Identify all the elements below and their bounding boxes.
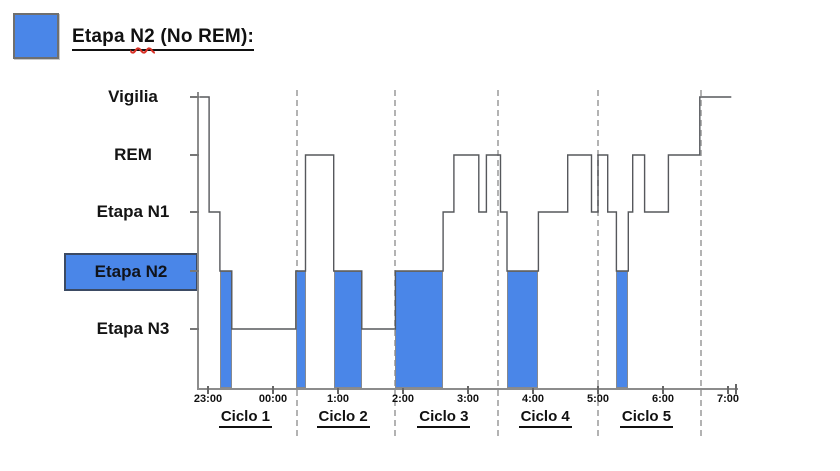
x-tick-label: 7:00 xyxy=(716,393,740,405)
n2-stage-bar xyxy=(295,271,306,388)
x-tick-label: 23:00 xyxy=(193,393,223,405)
y-tick xyxy=(190,328,199,330)
y-tick xyxy=(190,211,199,213)
cycle-label: Ciclo 2 xyxy=(303,408,383,428)
x-tick xyxy=(467,386,469,394)
n2-stage-bar xyxy=(219,271,232,388)
x-tick-label: 6:00 xyxy=(651,393,675,405)
n2-stage-bar xyxy=(333,271,362,388)
n2-stage-bar xyxy=(395,271,444,388)
cycle-divider-line xyxy=(699,90,702,436)
x-tick xyxy=(207,386,209,394)
cycle-divider-line xyxy=(597,90,599,436)
legend-color-swatch xyxy=(13,13,59,59)
cycle-label-text: Ciclo 3 xyxy=(417,408,471,428)
y-tick xyxy=(190,154,199,156)
y-axis-label-etapa-n1: Etapa N1 xyxy=(96,202,170,221)
x-tick xyxy=(597,386,599,394)
y-axis-label-etapa-n2-highlight: Etapa N2 xyxy=(64,253,198,291)
cycle-label: Ciclo 4 xyxy=(505,408,585,428)
cycle-label: Ciclo 1 xyxy=(205,408,285,428)
x-tick-label: 3:00 xyxy=(456,393,480,405)
x-tick xyxy=(532,386,534,394)
x-tick xyxy=(727,386,729,394)
x-tick xyxy=(662,386,664,394)
cycle-divider-line xyxy=(497,90,500,436)
y-axis-label-etapa-n3: Etapa N3 xyxy=(96,319,170,338)
x-axis-end-tick xyxy=(735,384,737,394)
sleep-stage-line xyxy=(199,96,732,330)
x-tick xyxy=(337,386,339,394)
page-title-text-post: (No REM): xyxy=(154,26,255,47)
y-axis-label-etapa-n2: Etapa N2 xyxy=(94,262,168,281)
y-tick xyxy=(190,270,199,272)
cycle-label-text: Ciclo 1 xyxy=(218,408,272,428)
x-tick-label: 2:00 xyxy=(391,393,415,405)
page-title-text-pre: Etapa xyxy=(72,26,131,47)
y-axis-label-rem: REM xyxy=(114,145,152,164)
cycle-label: Ciclo 5 xyxy=(606,408,686,428)
n2-stage-bar xyxy=(616,271,629,388)
y-axis xyxy=(197,92,199,389)
x-tick xyxy=(272,386,274,394)
y-tick xyxy=(190,96,199,98)
cycle-label: Ciclo 3 xyxy=(404,408,484,428)
n2-stage-bar xyxy=(507,271,539,388)
x-tick-label: 00:00 xyxy=(258,393,288,405)
page-title: Etapa N2 (No REM): xyxy=(72,26,255,51)
y-axis-label-vigilia: Vigilia xyxy=(108,87,158,106)
cycle-label-text: Ciclo 4 xyxy=(518,408,572,428)
page-title-text-word: N2 xyxy=(130,26,155,47)
x-tick-label: 5:00 xyxy=(586,393,610,405)
cycle-label-text: Ciclo 5 xyxy=(619,408,674,428)
x-tick-label: 1:00 xyxy=(326,393,350,405)
x-tick xyxy=(402,386,404,394)
cycle-label-text: Ciclo 2 xyxy=(316,408,370,428)
x-tick-label: 4:00 xyxy=(521,393,545,405)
